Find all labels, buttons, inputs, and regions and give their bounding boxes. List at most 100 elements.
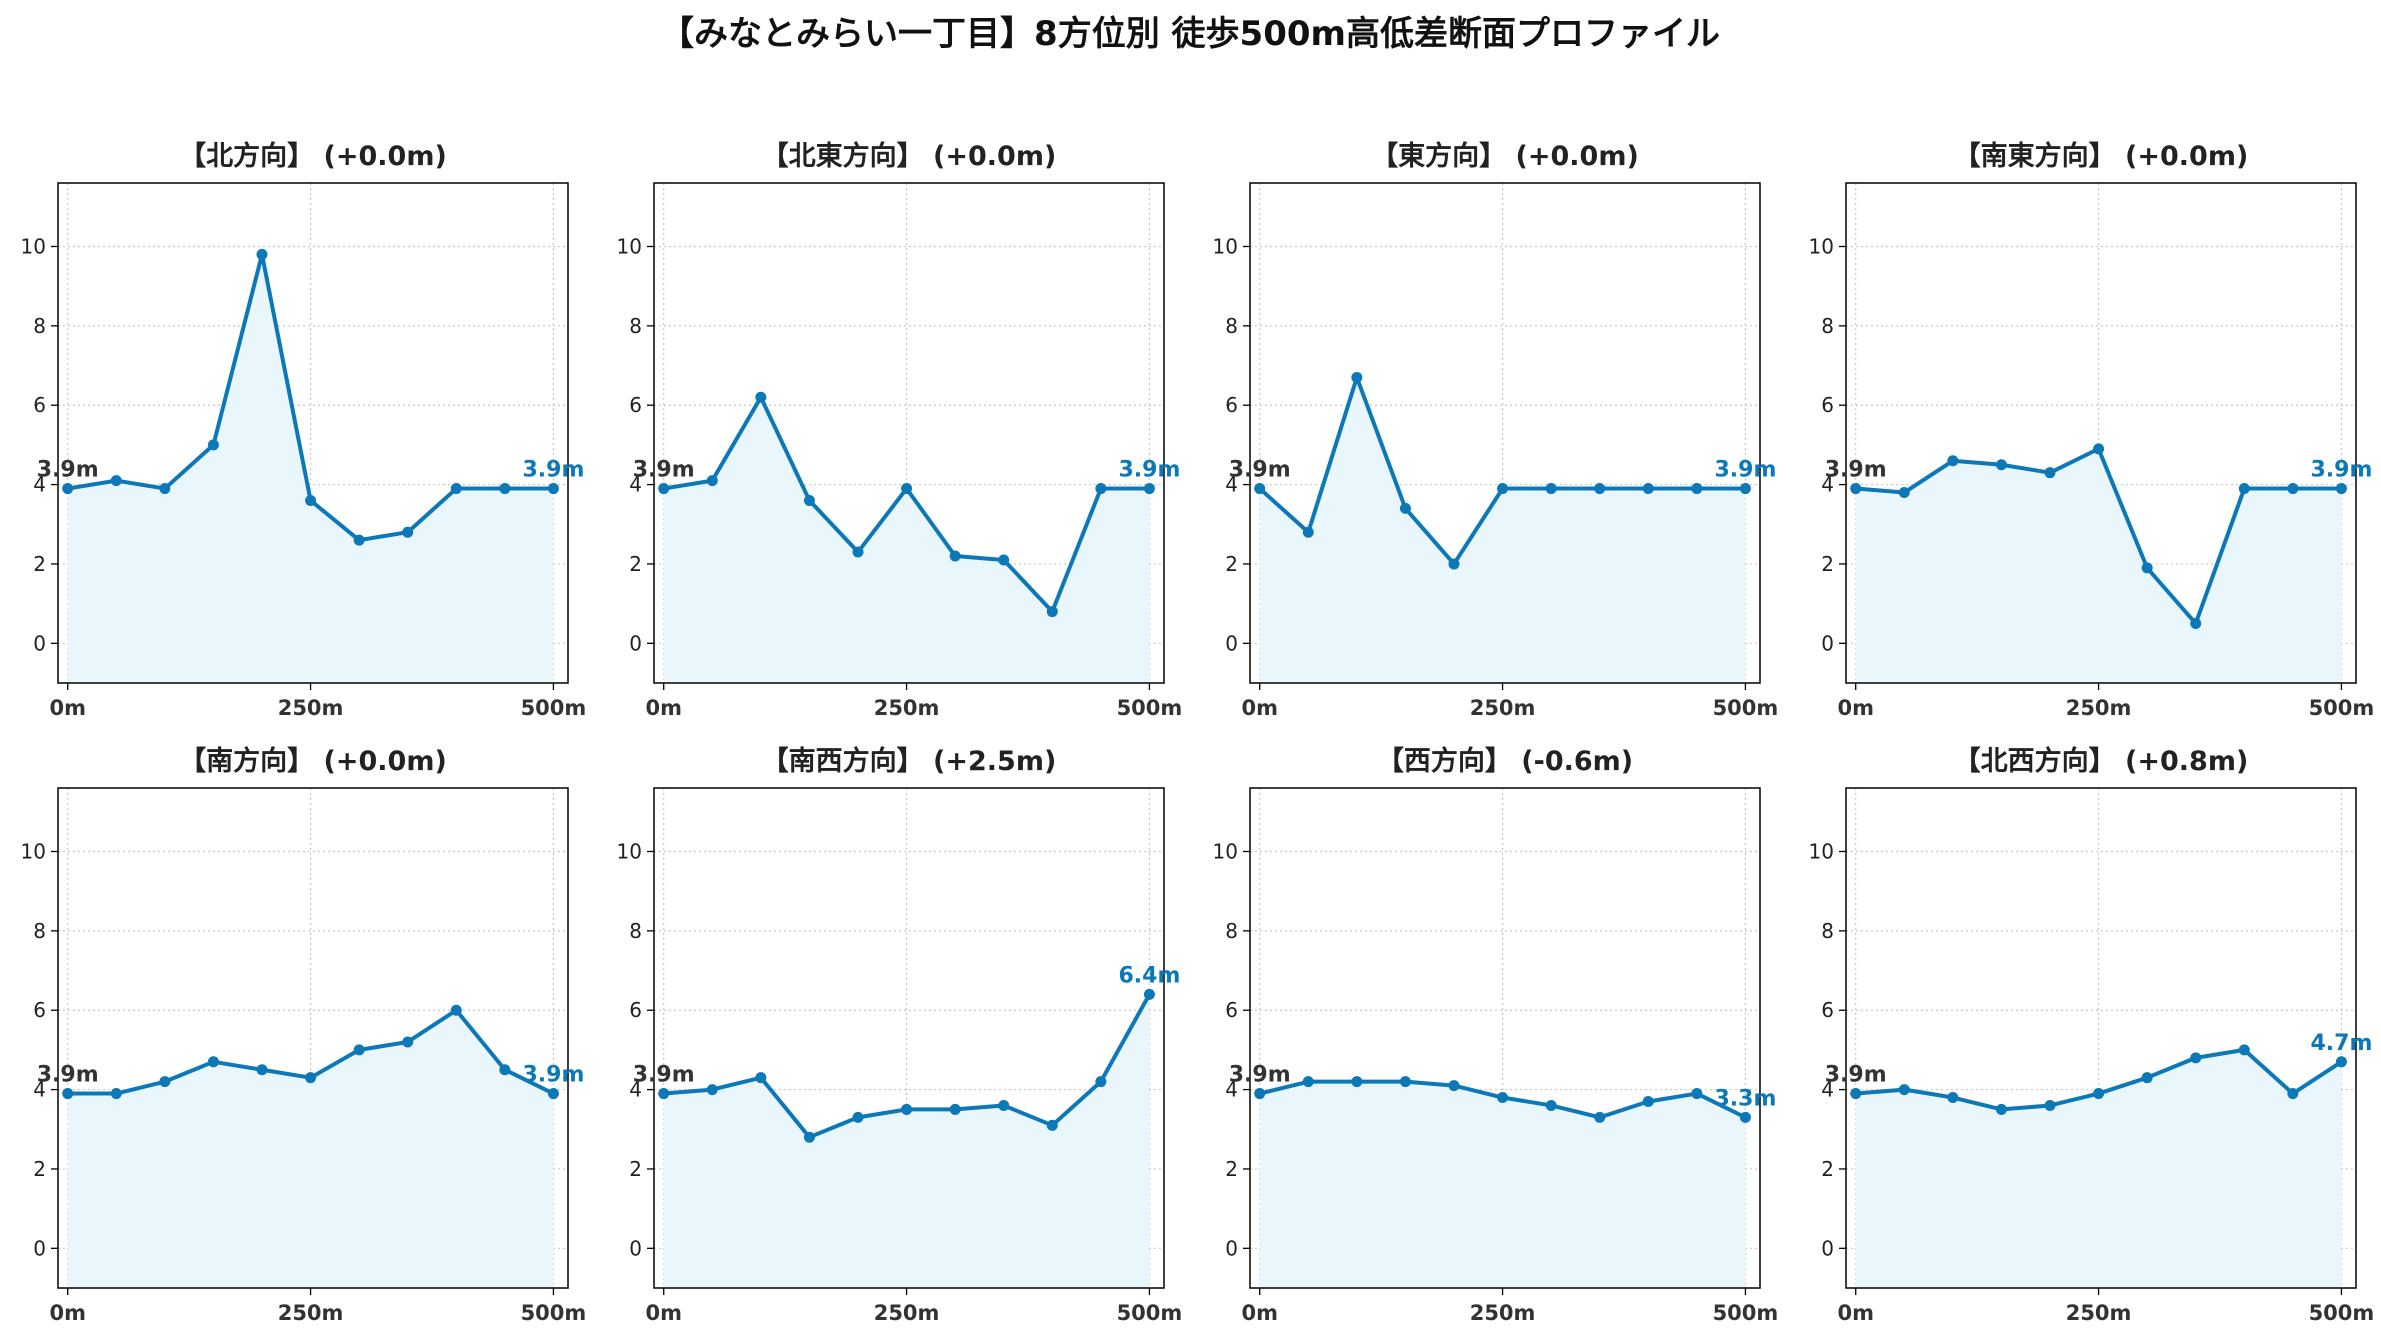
elevation-area — [67, 1010, 554, 1288]
ytick-label: 0 — [1225, 1236, 1238, 1260]
xtick-label: 250m — [874, 1301, 940, 1325]
elevation-area — [1259, 1081, 1746, 1288]
xtick-label: 250m — [1470, 1301, 1536, 1325]
ytick-label: 8 — [1225, 314, 1238, 338]
data-point — [1497, 483, 1509, 495]
start-elevation-label: 3.9m — [1229, 1063, 1291, 1088]
data-point — [2190, 1052, 2202, 1064]
data-point — [1995, 1103, 2007, 1115]
panel-title: 【南方向】 (+0.0m) — [179, 745, 447, 777]
data-point — [1302, 526, 1314, 538]
start-elevation-label: 3.9m — [37, 458, 99, 483]
data-point — [949, 550, 961, 562]
panel-title: 【北東方向】 (+0.0m) — [762, 140, 1057, 172]
data-point — [2044, 467, 2056, 479]
data-point — [706, 1084, 718, 1096]
data-point — [1995, 459, 2007, 471]
data-point — [755, 1072, 767, 1084]
plot-frame — [1249, 787, 1761, 1289]
data-point — [1545, 1099, 1557, 1111]
ytick-label: 0 — [1821, 1236, 1834, 1260]
panel-title: 【南東方向】 (+0.0m) — [1954, 140, 2249, 172]
data-point — [353, 534, 365, 546]
data-point — [450, 483, 462, 495]
xtick-label: 0m — [1241, 696, 1278, 720]
end-elevation-label: 3.9m — [1118, 458, 1180, 483]
ytick-label: 8 — [629, 314, 642, 338]
elevation-area — [1855, 1049, 2342, 1288]
ytick-label: 8 — [33, 919, 46, 943]
plot-frame — [1249, 182, 1761, 684]
data-point — [1448, 1080, 1460, 1092]
data-point — [2287, 483, 2299, 495]
data-point — [547, 1088, 559, 1100]
data-point — [1095, 483, 1107, 495]
ytick-label: 0 — [629, 1236, 642, 1260]
ytick-label: 2 — [1821, 1157, 1834, 1181]
ytick-label: 10 — [1809, 234, 1834, 258]
panel-title: 【東方向】 (+0.0m) — [1371, 140, 1639, 172]
data-point — [305, 494, 317, 506]
data-point — [2190, 617, 2202, 629]
xtick-label: 500m — [521, 1301, 587, 1325]
xtick-label: 0m — [1837, 1301, 1874, 1325]
ytick-label: 0 — [33, 1236, 46, 1260]
xtick-label: 500m — [2309, 1301, 2375, 1325]
start-elevation-label: 3.9m — [37, 1063, 99, 1088]
start-elevation-label: 3.9m — [633, 1063, 695, 1088]
xtick-label: 0m — [49, 696, 86, 720]
data-point — [110, 1088, 122, 1100]
start-elevation-label: 3.9m — [1825, 458, 1887, 483]
ytick-label: 6 — [629, 393, 642, 417]
ytick-label: 2 — [1225, 552, 1238, 576]
data-point — [852, 546, 864, 558]
data-point — [402, 1036, 414, 1048]
data-point — [1143, 988, 1155, 1000]
data-point — [1351, 371, 1363, 383]
data-point — [1898, 487, 1910, 499]
data-point — [159, 1076, 171, 1088]
end-elevation-label: 3.9m — [2310, 458, 2372, 483]
data-point — [2044, 1099, 2056, 1111]
data-point — [207, 439, 219, 451]
plot-frame — [653, 182, 1165, 684]
end-elevation-label: 3.9m — [522, 458, 584, 483]
data-point — [1594, 1111, 1606, 1123]
data-point — [207, 1056, 219, 1068]
data-point — [1046, 606, 1058, 618]
plot-frame — [1845, 787, 2357, 1289]
panel-2: 【北東方向】 (+0.0m) 0 2 4 6 8 10 0m 250m 500m 3.9m 3.9m — [617, 140, 1183, 720]
data-point — [1399, 502, 1411, 514]
data-point — [2238, 483, 2250, 495]
data-point — [62, 483, 74, 495]
data-point — [499, 1064, 511, 1076]
data-point — [1850, 483, 1862, 495]
panel-6: 【南西方向】 (+2.5m) 0 2 4 6 8 10 0m 250m 500m 3.9m 6.4m — [617, 745, 1183, 1325]
data-point — [901, 483, 913, 495]
ytick-label: 4 — [33, 1078, 46, 1102]
ytick-label: 10 — [617, 234, 642, 258]
ytick-label: 10 — [1213, 839, 1238, 863]
xtick-label: 0m — [645, 1301, 682, 1325]
ytick-label: 10 — [21, 234, 46, 258]
xtick-label: 250m — [2066, 1301, 2132, 1325]
ytick-label: 2 — [1821, 552, 1834, 576]
panel-title: 【南西方向】 (+2.5m) — [762, 745, 1057, 777]
data-point — [1302, 1076, 1314, 1088]
xtick-label: 0m — [645, 696, 682, 720]
panel-4: 【南東方向】 (+0.0m) 0 2 4 6 8 10 0m 250m 500m 3.9m 3.9m — [1809, 140, 2375, 720]
ytick-label: 4 — [1225, 473, 1238, 497]
data-point — [1448, 558, 1460, 570]
data-point — [2287, 1088, 2299, 1100]
start-elevation-label: 3.9m — [1825, 1063, 1887, 1088]
ytick-label: 8 — [33, 314, 46, 338]
data-point — [1143, 483, 1155, 495]
data-point — [1046, 1119, 1058, 1131]
ytick-label: 10 — [1809, 839, 1834, 863]
data-point — [353, 1044, 365, 1056]
data-point — [159, 483, 171, 495]
ytick-label: 10 — [1213, 234, 1238, 258]
xtick-label: 250m — [1470, 696, 1536, 720]
data-point — [1399, 1076, 1411, 1088]
